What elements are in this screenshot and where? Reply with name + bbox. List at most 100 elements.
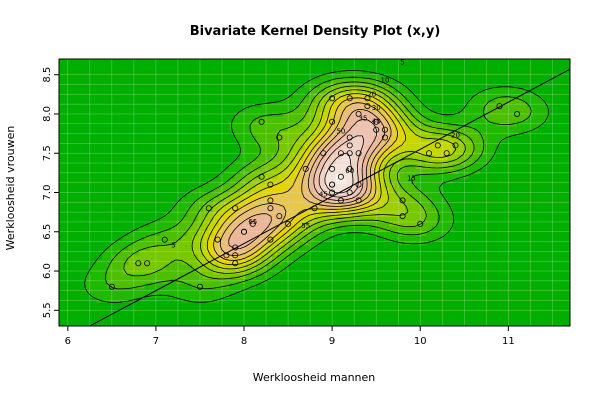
density-cell <box>85 159 92 165</box>
density-cell <box>229 202 236 208</box>
density-cell <box>420 297 427 303</box>
density-cell <box>186 197 193 203</box>
density-cell <box>383 321 390 326</box>
density-cell <box>325 221 332 227</box>
density-cell <box>506 225 513 232</box>
density-cell <box>367 297 374 303</box>
density-cell <box>224 221 230 227</box>
density-cell <box>330 78 337 84</box>
density-cell <box>282 240 289 246</box>
density-cell <box>346 321 353 326</box>
density-cell <box>245 144 252 151</box>
density-cell <box>245 206 252 213</box>
density-cell <box>101 192 108 198</box>
density-cell <box>85 264 92 270</box>
density-cell <box>495 244 502 251</box>
density-cell <box>266 297 273 303</box>
density-cell <box>85 230 92 237</box>
density-cell <box>234 221 241 227</box>
density-cell <box>239 221 246 227</box>
density-cell <box>474 101 481 108</box>
density-cell <box>80 297 87 303</box>
density-cell <box>96 264 103 270</box>
density-cell <box>420 92 427 98</box>
density-cell <box>170 92 177 98</box>
density-cell <box>378 178 385 184</box>
density-cell <box>431 149 438 155</box>
density-cell <box>538 173 544 179</box>
density-cell <box>133 135 140 141</box>
density-cell <box>367 235 374 241</box>
density-cell <box>362 244 369 251</box>
density-cell <box>516 221 523 227</box>
density-cell <box>224 97 230 103</box>
density-cell <box>218 192 225 198</box>
density-cell <box>96 302 103 308</box>
density-cell <box>197 82 204 89</box>
density-cell <box>96 97 103 103</box>
density-cell <box>181 106 188 113</box>
density-cell <box>80 302 87 308</box>
density-cell <box>165 316 172 322</box>
density-cell <box>224 259 230 265</box>
density-cell <box>250 197 257 203</box>
density-cell <box>197 140 204 146</box>
density-cell <box>202 235 209 241</box>
density-cell <box>309 130 316 136</box>
density-cell <box>287 192 294 198</box>
density-cell <box>245 92 252 98</box>
density-cell <box>154 135 161 141</box>
density-cell <box>165 159 172 165</box>
density-cell <box>559 216 566 222</box>
density-cell <box>266 244 273 251</box>
density-cell <box>80 135 87 141</box>
density-cell <box>96 82 103 89</box>
density-cell <box>389 292 395 298</box>
density-cell <box>548 211 555 217</box>
density-cell <box>410 173 417 179</box>
density-cell <box>389 92 395 98</box>
density-cell <box>160 311 167 318</box>
density-cell <box>330 97 337 103</box>
density-cell <box>266 283 273 289</box>
density-cell <box>133 125 140 132</box>
density-cell <box>112 197 119 203</box>
density-cell <box>176 292 183 298</box>
density-cell <box>314 302 321 308</box>
density-cell <box>474 97 481 103</box>
density-cell <box>250 211 257 217</box>
density-cell <box>165 235 172 241</box>
density-cell <box>261 321 268 326</box>
density-cell <box>484 182 491 189</box>
density-cell <box>186 292 193 298</box>
density-cell <box>452 273 459 279</box>
density-cell <box>255 106 262 113</box>
density-cell <box>484 101 491 108</box>
density-cell <box>463 159 470 165</box>
density-cell <box>282 259 289 265</box>
density-cell <box>468 292 475 298</box>
density-cell <box>452 216 459 222</box>
density-cell <box>447 273 454 279</box>
density-cell <box>64 221 71 227</box>
density-cell <box>389 168 395 175</box>
density-cell <box>122 240 129 246</box>
density-cell <box>122 249 129 256</box>
density-cell <box>234 168 241 175</box>
density-cell <box>303 235 310 241</box>
density-cell <box>277 211 284 217</box>
density-cell <box>404 140 411 146</box>
density-cell <box>154 221 161 227</box>
density-cell <box>559 321 566 326</box>
density-cell <box>532 302 539 308</box>
density-cell <box>516 297 523 303</box>
density-cell <box>229 101 236 108</box>
density-cell <box>383 297 390 303</box>
density-cell <box>282 163 289 170</box>
density-cell <box>266 144 273 151</box>
density-cell <box>484 316 491 322</box>
density-cell <box>522 82 529 89</box>
density-cell <box>101 197 108 203</box>
density-cell <box>351 130 358 136</box>
density-cell <box>309 144 316 151</box>
